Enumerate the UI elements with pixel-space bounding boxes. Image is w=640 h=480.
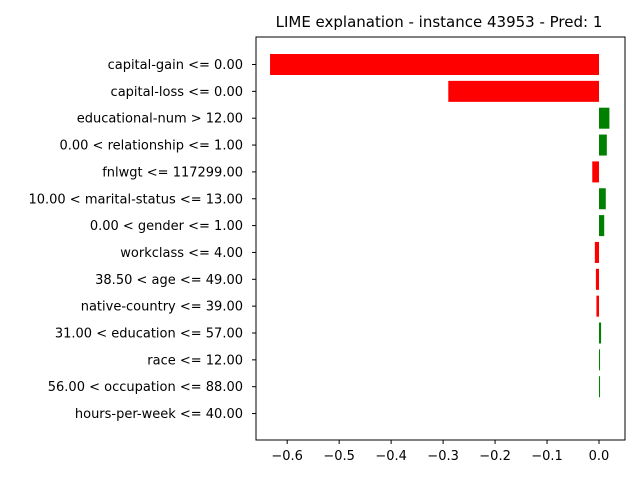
bar-0 [270, 54, 600, 75]
x-tick-label-4: −0.2 [479, 449, 511, 464]
y-tick-label-1: capital-loss <= 0.00 [111, 85, 243, 100]
y-tick-label-3: 0.00 < relationship <= 1.00 [59, 139, 243, 154]
y-tick-label-4: fnlwgt <= 117299.00 [102, 165, 243, 180]
bar-10 [599, 322, 602, 344]
x-tick-label-6: 0.0 [589, 449, 610, 464]
bar-6 [599, 215, 605, 237]
bar-4 [592, 161, 600, 183]
y-tick-label-10: 31.00 < education <= 57.00 [55, 327, 243, 342]
bar-3 [599, 134, 607, 156]
y-tick-label-13: hours-per-week <= 40.00 [75, 407, 243, 422]
x-tick-label-5: −0.1 [531, 449, 563, 464]
y-tick-label-5: 10.00 < marital-status <= 13.00 [28, 192, 243, 207]
y-tick-label-9: native-country <= 39.00 [81, 300, 243, 315]
y-tick-label-8: 38.50 < age <= 49.00 [95, 273, 243, 288]
bar-12 [599, 376, 601, 398]
x-tick-label-0: −0.6 [271, 449, 303, 464]
bar-8 [595, 268, 600, 290]
y-tick-label-6: 0.00 < gender <= 1.00 [90, 219, 243, 234]
bars-group [270, 54, 610, 398]
bar-7 [594, 241, 600, 263]
bar-2 [599, 107, 610, 129]
bar-1 [448, 80, 600, 102]
x-tick-label-3: −0.3 [427, 449, 459, 464]
y-tick-label-0: capital-gain <= 0.00 [108, 58, 243, 73]
x-tick-label-2: −0.4 [375, 449, 407, 464]
bar-5 [599, 188, 606, 210]
bar-9 [596, 295, 600, 317]
y-tick-label-11: race <= 12.00 [147, 353, 243, 368]
x-axis: −0.6 −0.5 −0.4 −0.3 −0.2 −0.1 0.0 [271, 440, 609, 464]
x-tick-label-1: −0.5 [323, 449, 355, 464]
y-tick-label-7: workclass <= 4.00 [120, 246, 243, 261]
bar-11 [599, 349, 601, 371]
chart-title: LIME explanation - instance 43953 - Pred… [276, 13, 603, 31]
y-tick-labels: capital-gain <= 0.00 capital-loss <= 0.00… [28, 58, 256, 422]
y-tick-label-2: educational-num > 12.00 [77, 112, 243, 127]
plot-frame [255, 36, 626, 441]
y-tick-label-12: 56.00 < occupation <= 88.00 [48, 380, 243, 395]
